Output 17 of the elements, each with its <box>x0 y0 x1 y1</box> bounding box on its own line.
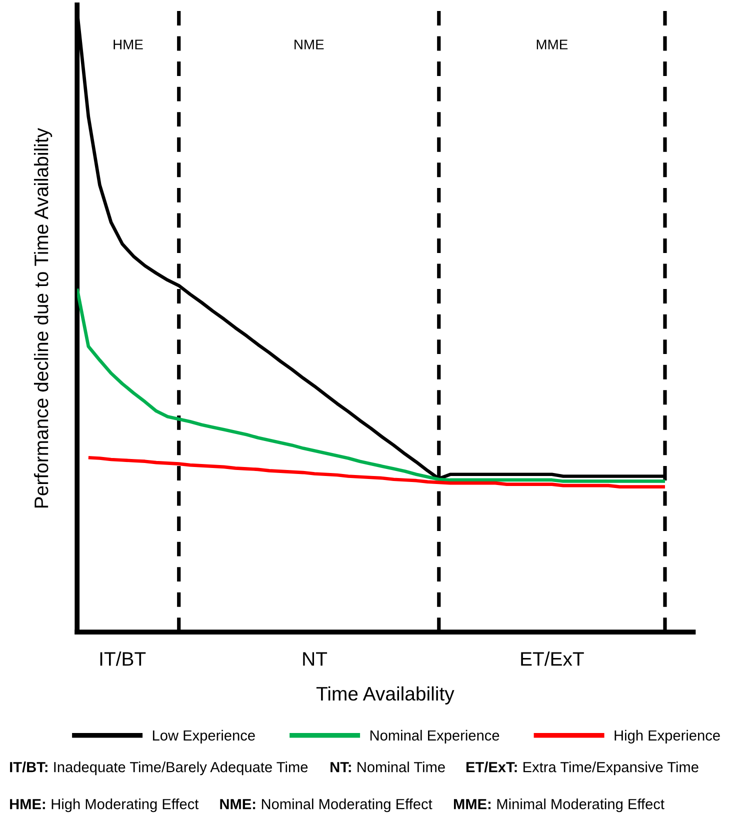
y-axis-title: Performance decline due to Time Availability <box>34 128 52 508</box>
text: HME: High Moderating Effect <box>10 798 199 812</box>
x-tick-label: NT <box>303 652 328 666</box>
text: ET/ExT: Extra Time/Expansive Time <box>466 762 698 776</box>
text: MME: Minimal Moderating Effect <box>454 798 664 812</box>
text: NT: Nominal Time <box>330 762 445 772</box>
legend-label: Nominal Experience <box>370 730 500 744</box>
annotation: HME <box>114 40 143 50</box>
x-tick-label: ET/ExT <box>521 652 584 666</box>
annotation: NME <box>294 40 324 50</box>
annotation: MME <box>536 40 568 50</box>
legend-label: High Experience <box>614 730 720 744</box>
text: IT/BT: Inadequate Time/Barely Adequate Time <box>10 762 308 776</box>
text: NME: Nominal Moderating Effect <box>220 798 432 812</box>
x-tick-label: IT/BT <box>100 652 146 666</box>
legend-label: Low Experience <box>152 730 255 744</box>
x-axis-title: Time Availability <box>316 686 454 704</box>
